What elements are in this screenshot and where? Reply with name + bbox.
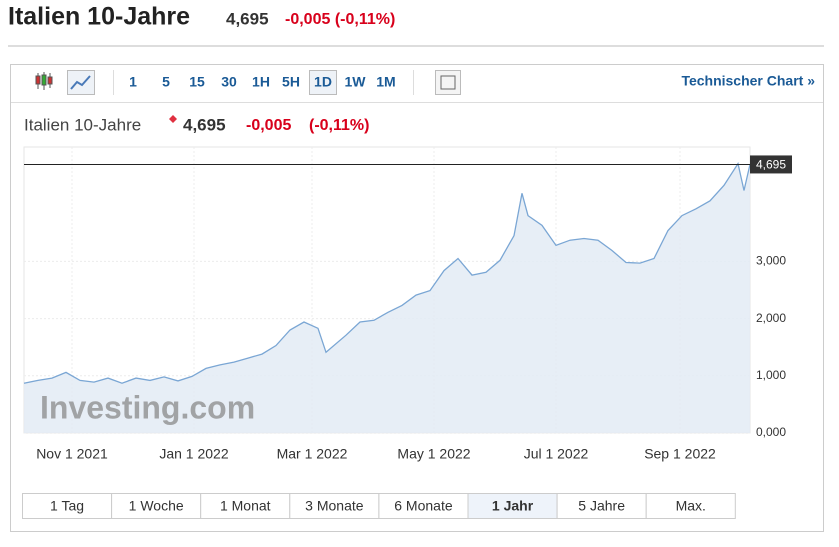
interval-button[interactable]: 5H bbox=[282, 74, 300, 90]
chart-change: -0,005 bbox=[246, 117, 291, 134]
interval-button[interactable]: 15 bbox=[189, 74, 205, 90]
range-button[interactable] bbox=[289, 493, 380, 519]
area-icon[interactable] bbox=[67, 70, 95, 95]
range-button[interactable] bbox=[645, 493, 736, 519]
chart-price: 4,695 bbox=[183, 115, 226, 134]
range-button[interactable] bbox=[111, 493, 202, 519]
range-label[interactable]: 6 Monate bbox=[394, 498, 453, 514]
x-tick-label: May 1 2022 bbox=[397, 446, 470, 462]
settings-icon[interactable] bbox=[435, 70, 461, 95]
change: -0,005 (-0,11%) bbox=[285, 11, 395, 28]
range-button[interactable] bbox=[378, 493, 469, 519]
settings-icon-glyph bbox=[440, 75, 456, 90]
area-icon-line bbox=[70, 75, 91, 90]
interval-button[interactable]: 1 bbox=[129, 74, 137, 90]
area-fill bbox=[24, 163, 750, 433]
page-title: Italien 10-Jahre bbox=[8, 3, 190, 31]
chart-change-pct: (-0,11%) bbox=[309, 117, 369, 134]
price: 4,695 bbox=[226, 9, 269, 28]
y-tick-label: 1,000 bbox=[756, 368, 786, 382]
x-tick-label: Sep 1 2022 bbox=[644, 446, 716, 462]
range-button[interactable] bbox=[22, 493, 113, 519]
range-label[interactable]: Max. bbox=[676, 498, 706, 514]
x-tick-label: Jan 1 2022 bbox=[159, 446, 228, 462]
x-tick-label: Jul 1 2022 bbox=[524, 446, 589, 462]
candle-icon[interactable] bbox=[35, 72, 53, 90]
range-label[interactable]: 5 Jahre bbox=[578, 498, 625, 514]
watermark: Investing.com bbox=[40, 389, 255, 425]
interval-button[interactable]: 30 bbox=[221, 74, 237, 90]
range-label[interactable]: 1 Monat bbox=[220, 498, 271, 514]
y-tick-label: 2,000 bbox=[756, 311, 786, 325]
range-button[interactable] bbox=[467, 493, 558, 519]
line bbox=[23, 161, 751, 384]
interval-active bbox=[309, 70, 337, 95]
interval-button[interactable]: 1H bbox=[252, 74, 270, 90]
interval-button[interactable]: 1W bbox=[345, 74, 367, 90]
chart-title: Italien 10-Jahre bbox=[24, 115, 141, 134]
range-label[interactable]: 1 Woche bbox=[129, 498, 184, 514]
interval-button[interactable]: 1D bbox=[314, 74, 332, 90]
range-label[interactable]: 3 Monate bbox=[305, 498, 364, 514]
range-label[interactable]: 1 Tag bbox=[50, 498, 84, 514]
down-marker bbox=[169, 115, 177, 123]
technical-link[interactable]: Technischer Chart » bbox=[681, 73, 815, 89]
interval-button[interactable]: 1M bbox=[376, 74, 395, 90]
current-label: 4,695 bbox=[756, 158, 786, 172]
range-label[interactable]: 1 Jahr bbox=[492, 498, 534, 514]
interval-button[interactable]: 5 bbox=[162, 74, 170, 90]
x-tick-label: Mar 1 2022 bbox=[277, 446, 348, 462]
range-button[interactable] bbox=[200, 493, 291, 519]
y-tick-label: 3,000 bbox=[756, 254, 786, 268]
current-badge bbox=[750, 155, 792, 174]
y-tick-label: 0,000 bbox=[756, 425, 786, 439]
x-tick-label: Nov 1 2021 bbox=[36, 446, 108, 462]
